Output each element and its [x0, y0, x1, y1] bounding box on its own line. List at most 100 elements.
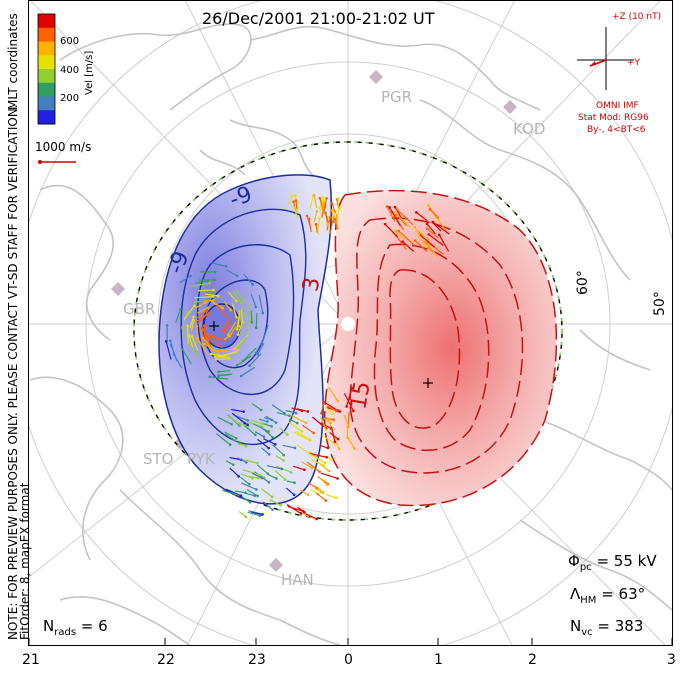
vector-origin [190, 335, 194, 338]
velocity-vector [426, 223, 436, 235]
vector-origin [235, 299, 238, 303]
velocity-vector [238, 310, 241, 327]
vector-origin [254, 351, 258, 354]
velocity-vector [240, 473, 253, 479]
imf-condition-label: By-, 4<BT<6 [587, 125, 646, 135]
velocity-vector [249, 353, 262, 367]
vector-origin [332, 418, 336, 422]
velocity-vector [402, 241, 415, 252]
station-label-pyk: PYK [187, 450, 215, 468]
velocity-vector [394, 212, 411, 228]
vector-origin [292, 206, 296, 209]
vector-origin [165, 324, 169, 327]
imf-z-label: +Z (10 nT) [612, 12, 662, 22]
velocity-vector [207, 335, 223, 349]
velocity-vector [218, 370, 231, 373]
velocity-vector [196, 326, 199, 343]
colorbar-segment [38, 55, 55, 70]
velocity-vector [318, 476, 328, 486]
vector-origin [352, 409, 355, 413]
vector-origin [256, 494, 259, 498]
imf-vector [589, 59, 607, 67]
velocity-vector [295, 200, 298, 210]
map-frame [28, 0, 673, 646]
velocity-vector [313, 211, 318, 223]
velocity-vector [321, 205, 326, 218]
vector-origin [330, 458, 334, 461]
nrads-symbol: N [43, 617, 55, 635]
velocity-vector [225, 488, 242, 497]
vector-origin [237, 325, 241, 328]
velocity-vector [191, 336, 199, 351]
vector-origin [394, 229, 397, 233]
vector-origin [181, 326, 184, 329]
velocity-vector [240, 419, 248, 426]
vector-origin [208, 281, 211, 285]
velocity-vector [254, 431, 265, 438]
vector-origin [345, 405, 348, 408]
velocity-vector [330, 426, 336, 442]
velocity-vector [222, 489, 236, 495]
vector-origin [393, 205, 397, 209]
velocity-vector [322, 400, 339, 412]
velocity-vector [219, 373, 233, 376]
vector-origin [250, 320, 254, 324]
vector-origin [331, 209, 335, 213]
vector-origin [427, 204, 430, 207]
velocity-vector [336, 217, 338, 230]
velocity-vector [296, 444, 310, 455]
mlt-label-1: 1 [434, 652, 443, 668]
lambda-subscript: HM [580, 595, 597, 606]
velocity-vector [216, 304, 226, 317]
min-potential-marker [209, 321, 219, 331]
velocity-vector [285, 409, 297, 414]
velocity-vector [225, 460, 234, 466]
velocity-vector [325, 494, 337, 499]
vector-origin [260, 476, 264, 480]
vector-origin [327, 469, 331, 473]
velocity-vector [261, 325, 269, 345]
velocity-vector [183, 305, 195, 321]
velocity-vector [250, 419, 263, 425]
vector-origin [336, 477, 339, 480]
vector-origin [244, 444, 248, 448]
vector-origin [245, 461, 248, 464]
velocity-vector [417, 230, 431, 242]
vector-origin [335, 216, 339, 220]
velocity-vector [211, 353, 225, 357]
vector-origin [334, 409, 338, 413]
station-label-gbr: GBR [123, 300, 156, 318]
velocity-vector [414, 226, 425, 245]
vector-origin [393, 211, 397, 214]
vector-origin [303, 468, 306, 472]
vector-origin [395, 208, 399, 212]
velocity-vector [414, 240, 428, 253]
vector-origin [187, 334, 191, 337]
vector-origin [267, 453, 271, 456]
vector-origin [321, 195, 325, 199]
velocity-vector [242, 347, 257, 362]
velocity-vector [319, 444, 328, 449]
velocity-vector [297, 506, 305, 513]
velocity-vector [246, 489, 258, 497]
velocity-vector [290, 414, 307, 424]
velocity-vector [313, 195, 318, 209]
vector-origin [322, 464, 326, 467]
velocity-vector [215, 433, 231, 446]
velocity-vector [240, 366, 256, 377]
vector-origin [241, 359, 245, 363]
velocity-vector [419, 234, 435, 248]
velocity-vector [188, 343, 199, 359]
velocity-vector [222, 316, 231, 331]
velocity-vector [293, 431, 311, 441]
vector-origin [318, 216, 321, 220]
vector-origin [247, 482, 251, 486]
velocity-vector [237, 320, 244, 335]
velocity-vector [269, 499, 281, 506]
velocity-vector [237, 336, 247, 349]
velocity-vector [241, 482, 257, 491]
vector-origin [425, 222, 429, 226]
vector-origin [235, 274, 239, 278]
velocity-vector [231, 408, 244, 413]
